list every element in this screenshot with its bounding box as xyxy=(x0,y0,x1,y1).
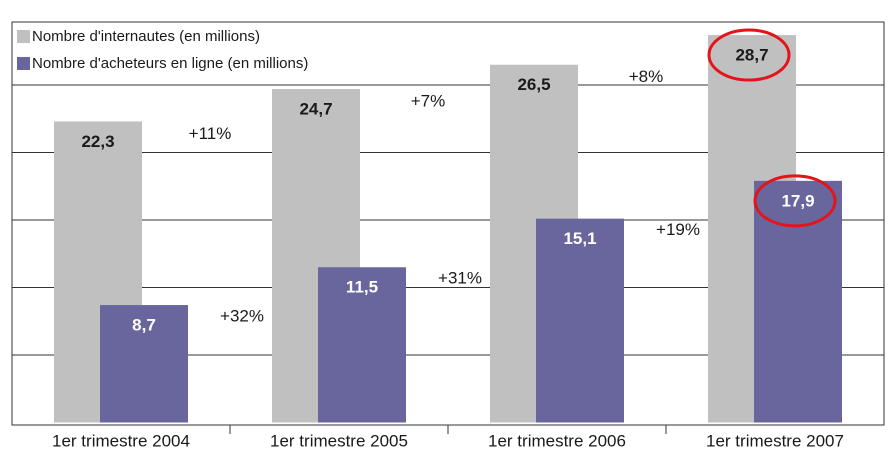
bar xyxy=(536,218,624,423)
value-label: 26,5 xyxy=(517,75,550,94)
bar xyxy=(318,267,406,423)
legend-swatch xyxy=(17,30,30,43)
growth-label: +8% xyxy=(629,67,664,86)
legend-label: Nombre d'acheteurs en ligne (en millions… xyxy=(32,55,308,72)
value-label: 28,7 xyxy=(735,46,768,65)
legend-swatch xyxy=(17,57,30,70)
highlight-circle xyxy=(707,28,791,82)
legend-label: Nombre d'internautes (en millions) xyxy=(32,28,260,45)
x-tick-label: 1er trimestre 2006 xyxy=(488,431,626,450)
growth-label: +7% xyxy=(411,92,446,111)
growth-label: +32% xyxy=(220,307,264,326)
highlight-circle xyxy=(753,174,837,228)
value-label: 8,7 xyxy=(132,316,156,335)
x-tick-label: 1er trimestre 2005 xyxy=(270,431,408,450)
x-tick-label: 1er trimestre 2007 xyxy=(706,431,844,450)
x-tick-label: 1er trimestre 2004 xyxy=(52,431,190,450)
value-label: 15,1 xyxy=(563,229,596,248)
bar xyxy=(100,305,188,423)
growth-label: +31% xyxy=(438,269,482,288)
growth-label: +19% xyxy=(656,220,700,239)
value-label: 22,3 xyxy=(81,132,114,151)
growth-label: +11% xyxy=(189,124,232,143)
value-label: 24,7 xyxy=(299,100,332,119)
value-label: 17,9 xyxy=(781,191,814,210)
value-label: 11,5 xyxy=(346,278,378,297)
